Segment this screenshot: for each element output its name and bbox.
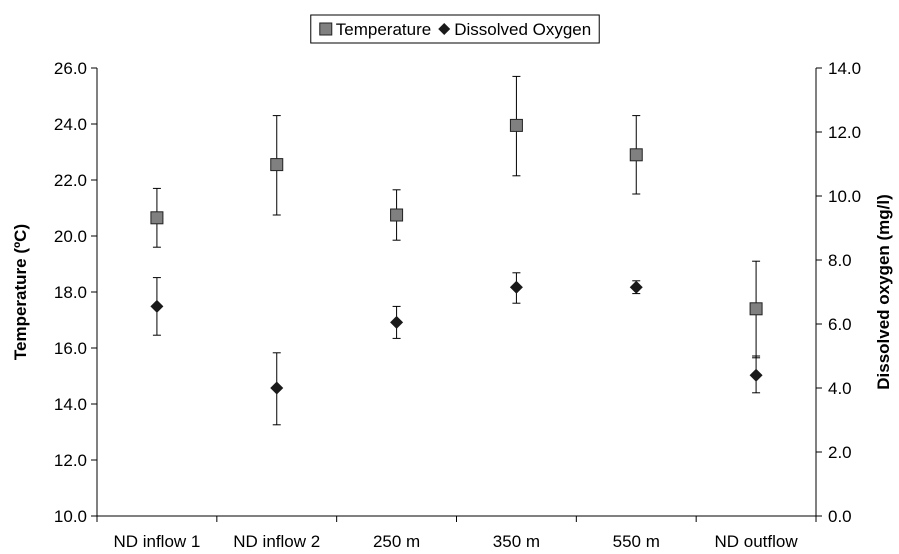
legend-dissolved-oxygen-marker bbox=[438, 23, 451, 35]
x-category-label: 350 m bbox=[493, 532, 540, 551]
y-right-ticks: 0.0 2.0 4.0 6.0 8.0 10.0 12.0 14.0 bbox=[816, 59, 861, 526]
y-left-tick-label: 16.0 bbox=[54, 339, 87, 358]
x-category-label: 550 m bbox=[613, 532, 660, 551]
y-left-tick-label: 26.0 bbox=[54, 59, 87, 78]
y-left-tick-label: 10.0 bbox=[54, 507, 87, 526]
y-right-tick-label: 10.0 bbox=[828, 187, 861, 206]
temperature-point bbox=[390, 208, 404, 222]
y-right-tick-label: 12.0 bbox=[828, 123, 861, 142]
temperature-point bbox=[150, 211, 164, 225]
y-left-tick-label: 24.0 bbox=[54, 115, 87, 134]
legend-dissolved-oxygen-label: Dissolved Oxygen bbox=[454, 20, 591, 39]
y-left-tick-label: 12.0 bbox=[54, 451, 87, 470]
x-category-label: ND inflow 1 bbox=[113, 532, 200, 551]
dissolved-oxygen-point bbox=[749, 368, 763, 382]
dissolved-oxygen-point bbox=[150, 299, 164, 313]
y-left-tick-label: 14.0 bbox=[54, 395, 87, 414]
series-temperature bbox=[150, 75, 763, 359]
y-left-tick-label: 18.0 bbox=[54, 283, 87, 302]
temperature-point bbox=[749, 302, 763, 316]
y-right-axis-title: Dissolved oxygen (mg/l) bbox=[874, 194, 893, 390]
x-category-label: ND inflow 2 bbox=[233, 532, 320, 551]
y-left-tick-label: 20.0 bbox=[54, 227, 87, 246]
y-left-ticks: 10.0 12.0 14.0 16.0 18.0 20.0 22.0 24.0 26.0 bbox=[54, 59, 97, 526]
legend-temperature-marker bbox=[319, 22, 333, 36]
y-right-tick-label: 4.0 bbox=[828, 379, 852, 398]
y-right-tick-label: 0.0 bbox=[828, 507, 852, 526]
temperature-point bbox=[509, 118, 523, 132]
legend-temperature-label: Temperature bbox=[336, 20, 431, 39]
axes bbox=[96, 68, 817, 517]
series-dissolved-oxygen bbox=[150, 272, 763, 426]
legend-box bbox=[310, 14, 600, 44]
y-right-tick-label: 8.0 bbox=[828, 251, 852, 270]
y-right-tick-label: 6.0 bbox=[828, 315, 852, 334]
x-ticks: ND inflow 1 ND inflow 2 250 m 350 m 550 m ND … bbox=[96, 516, 817, 551]
temperature-point bbox=[270, 158, 284, 172]
x-category-label: ND outflow bbox=[715, 532, 799, 551]
y-right-tick-label: 14.0 bbox=[828, 59, 861, 78]
y-right-tick-label: 2.0 bbox=[828, 443, 852, 462]
y-left-tick-label: 22.0 bbox=[54, 171, 87, 190]
dissolved-oxygen-point bbox=[270, 381, 284, 395]
dissolved-oxygen-point bbox=[629, 280, 643, 294]
y-left-axis-title: Temperature (ºC) bbox=[11, 224, 30, 360]
x-category-label: 250 m bbox=[373, 532, 420, 551]
dissolved-oxygen-point bbox=[509, 280, 523, 294]
legend: Temperature Dissolved Oxygen bbox=[310, 14, 600, 44]
dissolved-oxygen-point bbox=[390, 315, 404, 329]
temperature-point bbox=[629, 148, 643, 162]
